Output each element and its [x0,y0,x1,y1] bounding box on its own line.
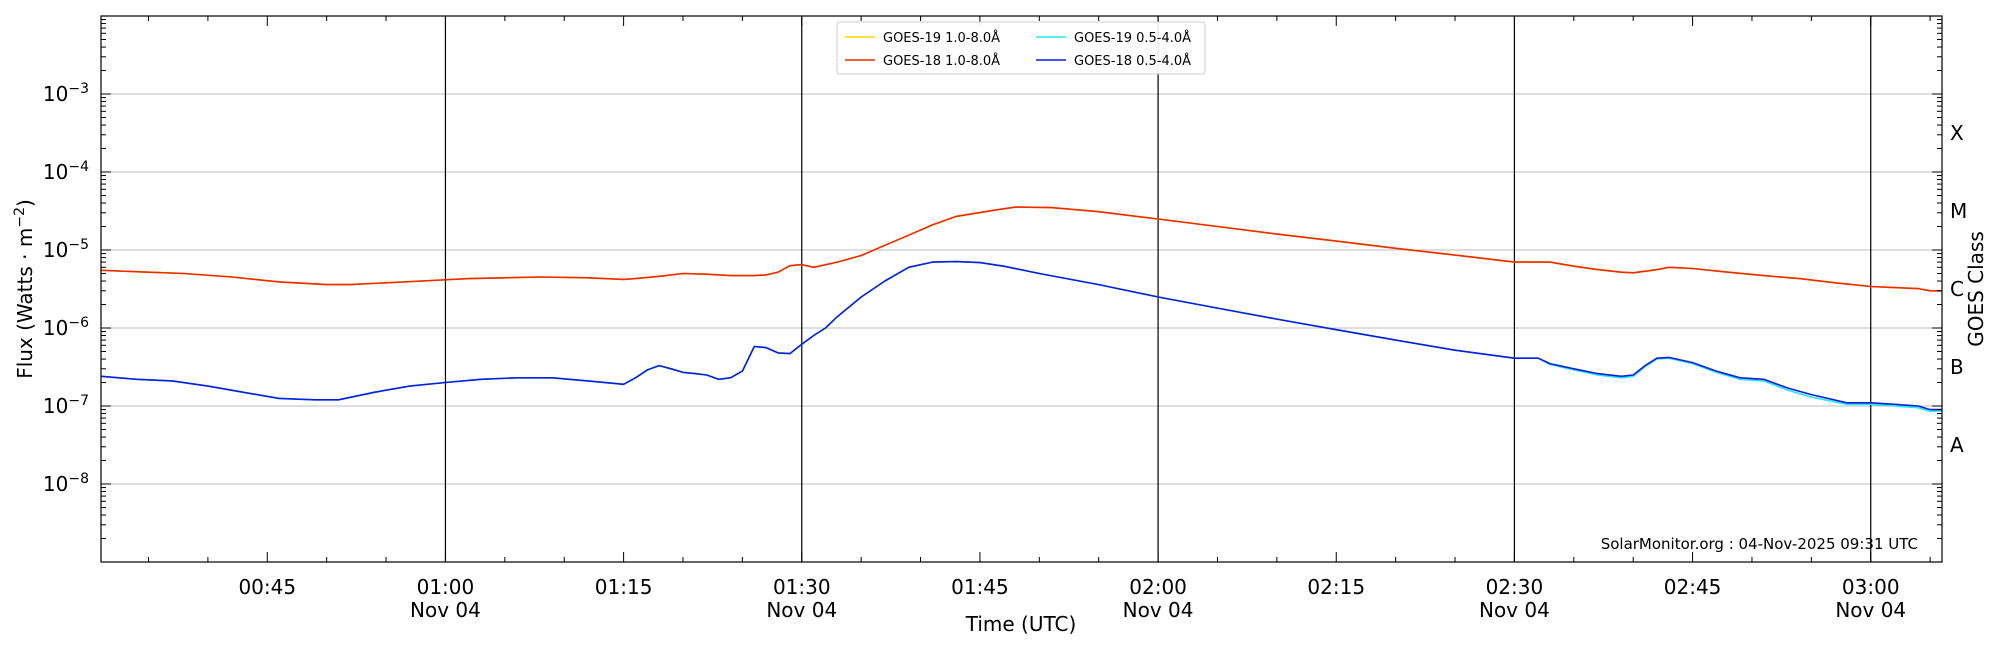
legend-label-2: GOES-19 0.5-4.0Å [1074,30,1191,46]
goes-class-axis-title: GOES Class [1964,231,1988,347]
legend-label-3: GOES-18 0.5-4.0Å [1074,53,1191,69]
series-layer [100,206,1943,413]
x-tick-label: 00:45 [238,575,296,599]
y-tick-label: 10−6 [43,315,89,340]
credit-text: SolarMonitor.org : 04-Nov-2025 09:31 UTC [1601,535,1918,553]
y-tick-label: 10−5 [43,237,89,262]
y-tick-label: 10−3 [43,81,89,106]
y-axis-title-superscript: −2 [12,207,28,228]
goes-class-A: A [1950,433,1964,457]
vertical-marker-layer [444,16,1872,562]
goes-class-X: X [1950,121,1964,145]
goes-class-labels: A B C M X [1950,121,1967,457]
y-tick-exponent: −3 [68,81,89,97]
y-tick-base: 10 [43,472,68,496]
plot-frame [100,15,1943,563]
y-tick-label: 10−4 [43,159,89,184]
legend-label-1: GOES-18 1.0-8.0Å [883,53,1000,69]
y-tick-exponent: −4 [68,159,89,175]
grid-layer [101,93,1942,485]
y-tick-label: 10−8 [43,471,89,496]
x-tick-date-label: Nov 04 [766,598,837,622]
x-tick-label: 01:15 [595,575,653,599]
x-tick-label: 01:00 [417,575,475,599]
x-tick-label: 02:15 [1307,575,1365,599]
y-axis-title-main: Flux (Watts · m [13,228,37,379]
y-tick-base: 10 [43,238,68,262]
tick-layer [101,16,1942,563]
y-tick-base: 10 [43,82,68,106]
y-tick-base: 10 [43,316,68,340]
y-tick-exponent: −7 [68,393,89,409]
x-tick-date-label: Nov 04 [1479,598,1550,622]
x-tick-date-label: Nov 04 [410,598,481,622]
x-tick-label: 03:00 [1842,575,1900,599]
y-tick-exponent: −6 [68,315,89,331]
x-tick-label: 02:30 [1486,575,1544,599]
y-axis-title: Flux (Watts · m−2) [12,199,37,379]
goes-class-C: C [1950,277,1964,301]
legend-box [836,21,1206,75]
legend: GOES-19 1.0-8.0Å GOES-18 1.0-8.0Å GOES-19 … [836,21,1206,75]
x-tick-label: 01:45 [951,575,1009,599]
x-tick-label: 01:30 [773,575,831,599]
x-tick-label: 02:00 [1129,575,1187,599]
series-line-1 [100,206,1942,292]
y-tick-label: 10−7 [43,393,89,418]
y-tick-exponent: −8 [68,471,89,487]
y-tick-exponent: −5 [68,237,89,253]
y-tick-base: 10 [43,160,68,184]
x-tick-date-label: Nov 04 [1123,598,1194,622]
x-axis-title: Time (UTC) [965,612,1077,636]
goes-class-B: B [1950,355,1964,379]
legend-label-0: GOES-19 1.0-8.0Å [883,30,1000,46]
series-line-3 [100,260,1942,411]
y-tick-labels: 10−810−710−610−510−410−3 [43,81,89,496]
y-tick-base: 10 [43,394,68,418]
y-axis-title-suffix: ) [13,199,37,207]
x-tick-date-label: Nov 04 [1835,598,1906,622]
x-tick-label: 02:45 [1664,575,1722,599]
goes-class-M: M [1950,199,1967,223]
